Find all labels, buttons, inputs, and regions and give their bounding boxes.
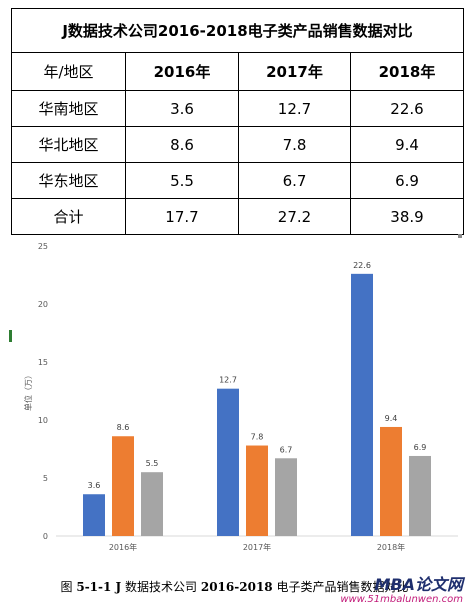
data-label: 3.6 xyxy=(88,481,101,490)
table-cell: 6.7 xyxy=(238,162,351,199)
resize-handle-left[interactable] xyxy=(9,330,12,342)
table-cell: 17.7 xyxy=(125,198,239,235)
caption-number: 5-1-1 J xyxy=(76,580,122,594)
y-tick-label: 20 xyxy=(38,300,48,309)
bar xyxy=(409,455,431,536)
data-label: 8.6 xyxy=(117,423,130,432)
caption-middle: 数据技术公司 xyxy=(121,580,201,594)
y-axis-label: 单位（万） xyxy=(23,371,33,411)
table-cell: 22.6 xyxy=(350,90,464,127)
y-tick-label: 10 xyxy=(38,416,48,425)
bar-chart: 0 5 10 15 20 25 单位（万） 3.6 8.6 5.5 2016年 12.7 7.8 6.7 2… xyxy=(23,242,458,552)
caption-years: 2016-2018 xyxy=(200,580,273,594)
header-2017: 2017年 xyxy=(238,52,351,91)
bar xyxy=(246,445,268,536)
table-row-south: 华南地区 3.6 12.7 22.6 xyxy=(11,90,464,127)
y-tick-label: 0 xyxy=(43,532,48,541)
data-label: 12.7 xyxy=(219,376,237,385)
data-label: 7.8 xyxy=(251,433,264,442)
table-cell: 3.6 xyxy=(125,90,239,127)
table-row-total: 合计 17.7 27.2 38.9 xyxy=(11,198,464,235)
table-header-row: 年/地区 2016年 2017年 2018年 xyxy=(11,52,464,91)
figure-caption: 图 5-1-1 J 数据技术公司 2016-2018 电子类产品销售数据对比 xyxy=(0,578,469,595)
row-label: 华东地区 xyxy=(11,162,126,199)
row-label: 合计 xyxy=(11,198,126,235)
data-label: 5.5 xyxy=(146,459,159,468)
table-row-east: 华东地区 5.5 6.7 6.9 xyxy=(11,162,464,199)
resize-handle-top-right[interactable] xyxy=(458,234,462,238)
bar xyxy=(380,426,402,536)
row-label: 华北地区 xyxy=(11,126,126,163)
header-2016: 2016年 xyxy=(125,52,239,91)
bar xyxy=(351,273,373,536)
table-row-north: 华北地区 8.6 7.8 9.4 xyxy=(11,126,464,163)
table-cell: 7.8 xyxy=(238,126,351,163)
data-label: 6.7 xyxy=(280,445,293,454)
x-tick-label: 2016年 xyxy=(109,542,137,552)
table-cell: 5.5 xyxy=(125,162,239,199)
watermark-url: www.51mbalunwen.com xyxy=(340,594,463,605)
table-cell: 12.7 xyxy=(238,90,351,127)
table-cell: 27.2 xyxy=(238,198,351,235)
bar xyxy=(83,494,105,536)
row-label: 华南地区 xyxy=(11,90,126,127)
table-cell: 38.9 xyxy=(350,198,464,235)
y-tick-label: 25 xyxy=(38,242,48,251)
y-tick-label: 15 xyxy=(38,358,48,367)
table-cell: 6.9 xyxy=(350,162,464,199)
bar xyxy=(141,472,163,536)
bar xyxy=(217,388,239,536)
data-label: 22.6 xyxy=(353,261,371,270)
data-label: 6.9 xyxy=(414,443,427,452)
sales-data-table: J数据技术公司2016-2018电子类产品销售数据对比 年/地区 2016年 2… xyxy=(11,8,464,235)
header-region-year: 年/地区 xyxy=(11,52,126,91)
caption-suffix: 电子类产品销售数据对比 xyxy=(272,580,409,594)
bar xyxy=(275,458,297,536)
table-title-row: J数据技术公司2016-2018电子类产品销售数据对比 xyxy=(11,8,464,53)
watermark: MBA论文网 www.51mbalunwen.com xyxy=(340,576,463,606)
x-tick-label: 2017年 xyxy=(243,542,271,552)
caption-prefix: 图 xyxy=(60,580,77,594)
table-title: J数据技术公司2016-2018电子类产品销售数据对比 xyxy=(11,8,464,53)
header-2018: 2018年 xyxy=(350,52,464,91)
y-tick-label: 5 xyxy=(43,474,48,483)
bar xyxy=(112,436,134,536)
data-label: 9.4 xyxy=(385,414,398,423)
watermark-brand: MBA论文网 xyxy=(374,575,463,594)
x-tick-label: 2018年 xyxy=(377,542,405,552)
table-cell: 9.4 xyxy=(350,126,464,163)
table-cell: 8.6 xyxy=(125,126,239,163)
